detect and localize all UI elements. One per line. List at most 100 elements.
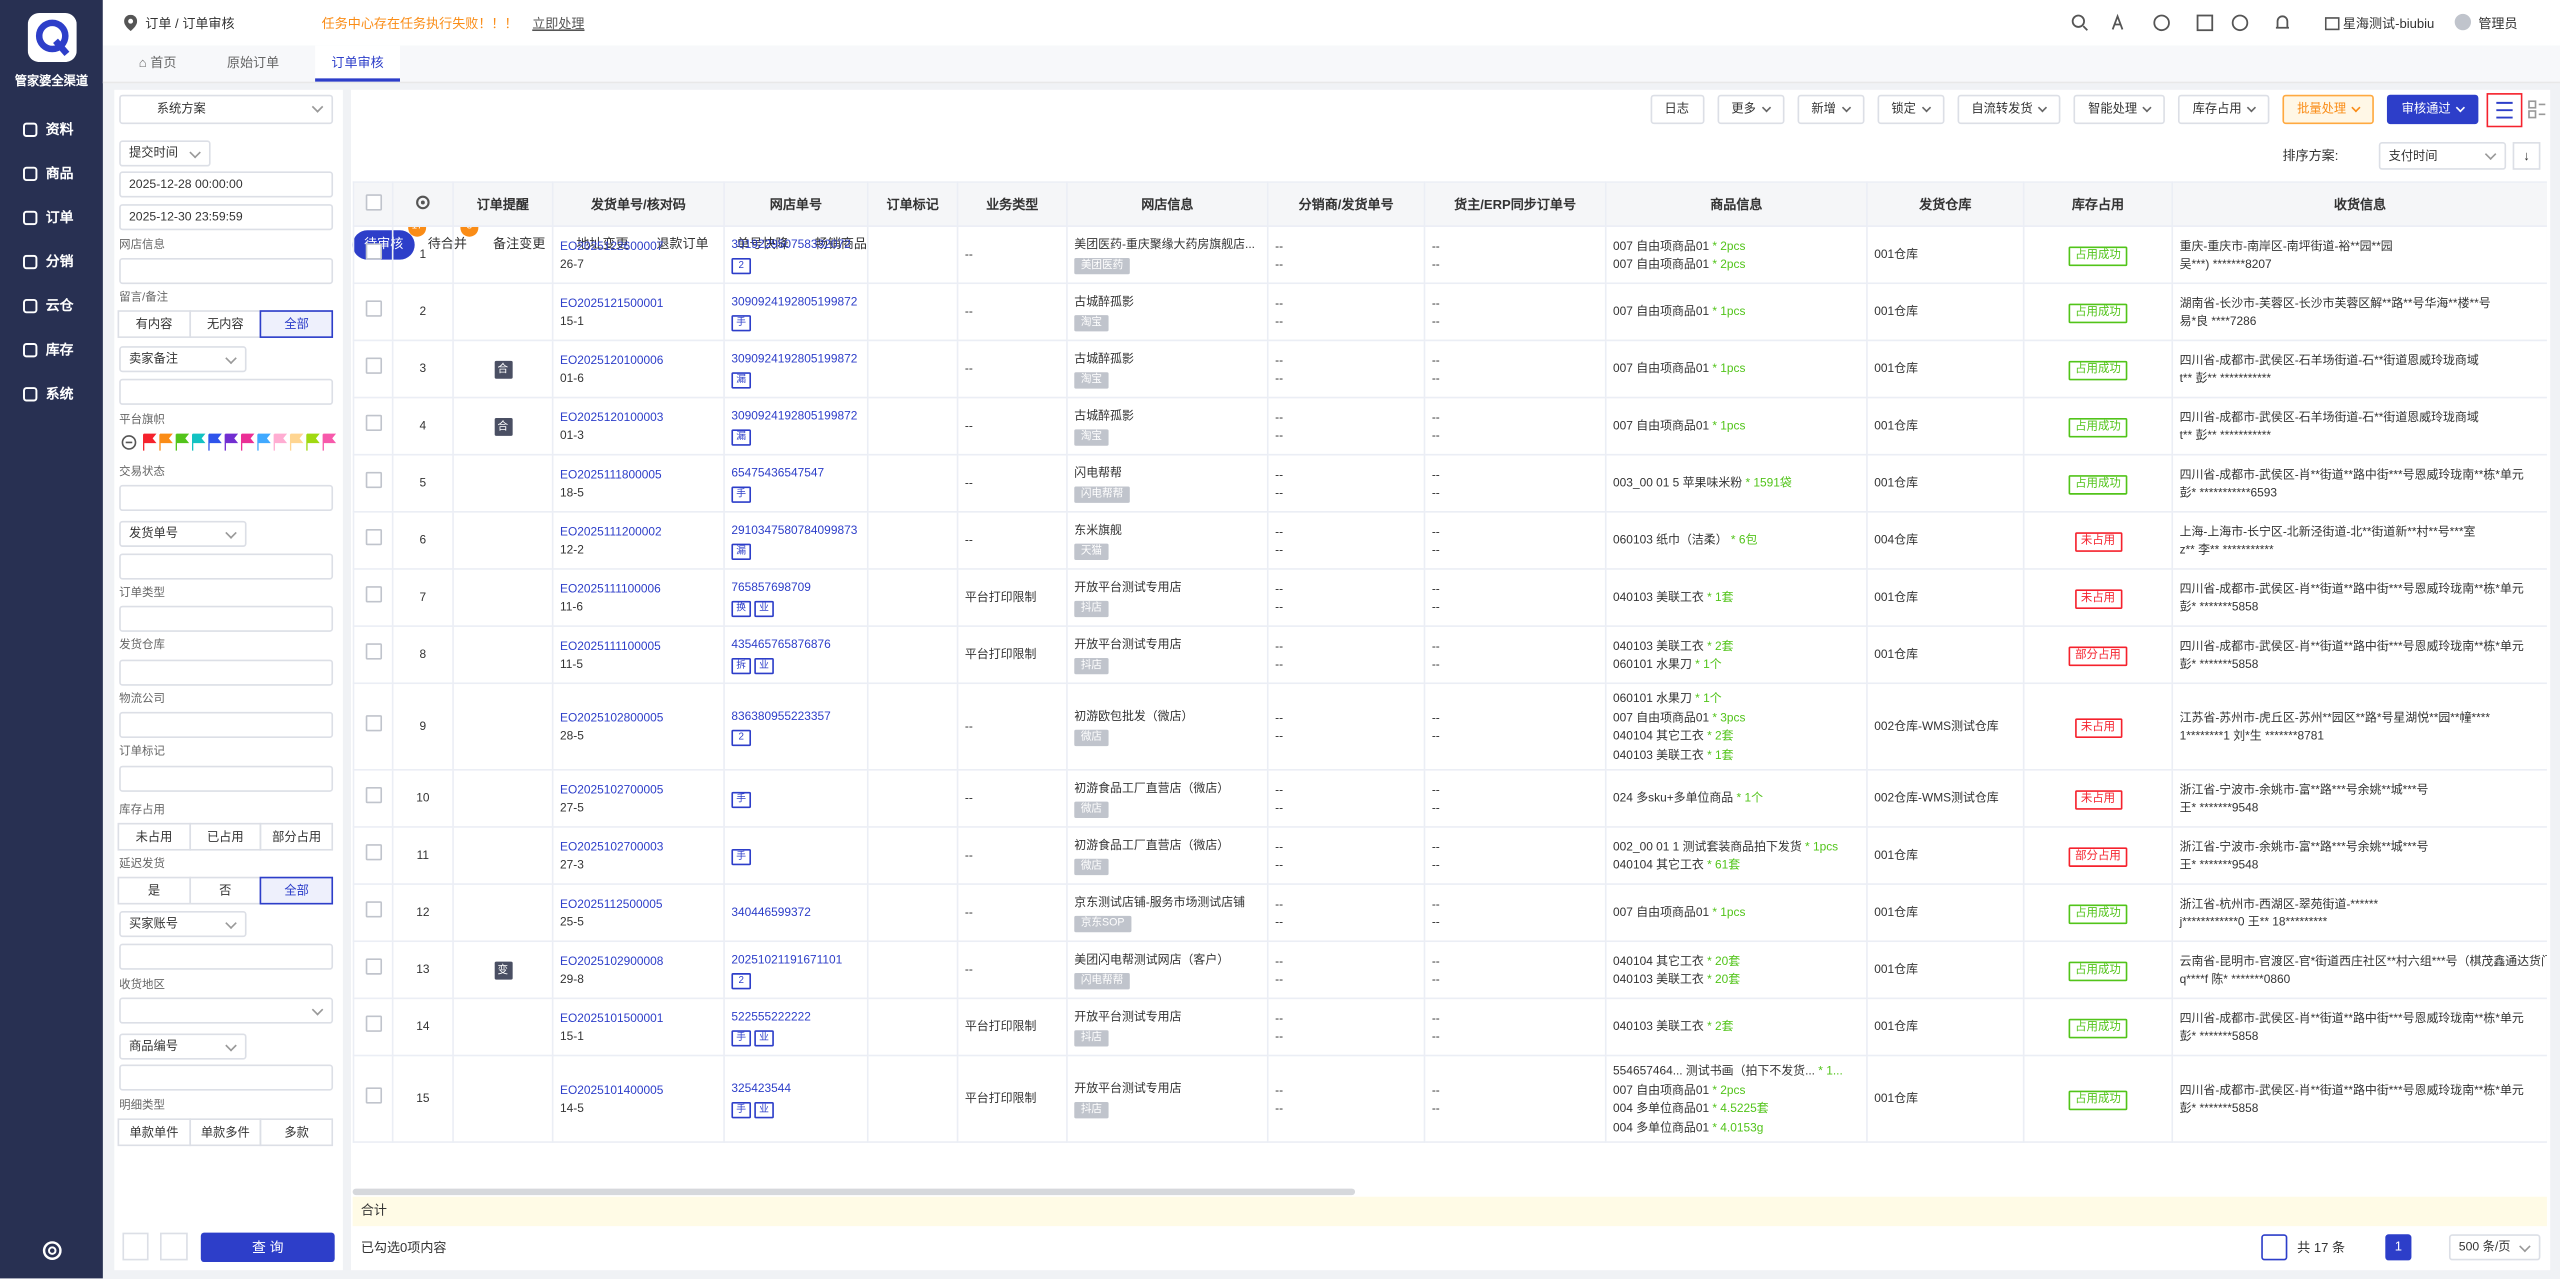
tab[interactable]: ⌂ 首页 — [138, 55, 177, 71]
input[interactable] — [119, 711, 334, 738]
shop-order-no[interactable]: 3090924192805199872 — [731, 408, 858, 424]
order-row[interactable]: 2 EO2025121500001 15-1 3090924192805199872 手… — [352, 282, 2547, 342]
toolbar-button[interactable]: 库存占用 — [2177, 94, 2270, 125]
order-no[interactable]: EO2025102700003 — [560, 838, 664, 854]
order-row[interactable]: 3 合 EO2025120100006 01-6 3090924192805199872… — [352, 339, 2547, 399]
order-row[interactable]: 6 EO2025111200002 12-2 2910347580784099873 漏… — [352, 511, 2547, 570]
input[interactable] — [119, 378, 334, 405]
shop-order-no[interactable]: 65475436547547 — [731, 465, 825, 481]
scheme-select[interactable]: 系统方案 — [119, 94, 334, 125]
header-settings[interactable] — [391, 181, 454, 227]
input[interactable] — [119, 484, 334, 512]
option[interactable]: 单款单件 — [117, 1118, 191, 1147]
menu-item[interactable]: 分销 — [23, 251, 74, 271]
option[interactable]: 是 — [117, 876, 191, 905]
order-row[interactable]: 14 EO2025101500001 15-1 522555222222 手业 平台打印限… — [352, 997, 2547, 1057]
order-row[interactable]: 5 EO2025111800005 18-5 65475436547547 手 -- 闪电帮… — [352, 453, 2547, 513]
option[interactable]: 单款多件 — [188, 1118, 262, 1147]
order-no[interactable]: EO2025111800005 — [560, 466, 662, 481]
list-view-button[interactable] — [2486, 93, 2523, 128]
input[interactable] — [119, 943, 334, 970]
account[interactable]: 星海测试-biubiu — [2342, 16, 2435, 32]
user[interactable]: 管理员 — [2478, 16, 2518, 32]
start-date[interactable]: 2025-12-28 00:00:00 — [119, 171, 334, 198]
page-size-select[interactable]: 500 条/页 — [2448, 1234, 2541, 1261]
order-no[interactable]: EO2025102900008 — [560, 952, 664, 968]
option[interactable]: 部分占用 — [260, 822, 334, 851]
order-no[interactable]: EO2025102800005 — [560, 709, 664, 725]
option[interactable]: 否 — [188, 876, 262, 905]
tab[interactable]: 原始订单 — [226, 55, 280, 71]
order-row[interactable]: 11 EO2025102700003 27-3 手 -- 初游食品工厂直营店（微店） 微店 -… — [352, 826, 2547, 885]
option[interactable]: 全部 — [260, 310, 334, 338]
settings-icon[interactable] — [41, 1239, 64, 1262]
select[interactable]: 发货单号 — [119, 520, 247, 547]
toolbar-button[interactable]: 新增 — [1796, 94, 1864, 125]
order-row[interactable]: 7 EO2025111100006 11-6 765857698709 换业 平台打印限制… — [352, 568, 2547, 627]
row-checkbox[interactable] — [364, 958, 382, 976]
region-select[interactable] — [119, 997, 334, 1024]
row-checkbox[interactable] — [364, 415, 382, 432]
row-checkbox[interactable] — [364, 243, 382, 260]
input[interactable] — [119, 605, 334, 632]
row-checkbox[interactable] — [364, 1087, 382, 1105]
order-row[interactable]: 13 变 EO2025102900008 29-8 20251021191671101 2… — [352, 940, 2547, 1000]
flags[interactable] — [121, 433, 337, 453]
time-type-select[interactable]: 提交时间 — [119, 140, 211, 167]
header-checkbox[interactable] — [352, 181, 394, 227]
shop-order-no[interactable]: 3090924192805199872 — [731, 351, 858, 367]
order-no[interactable]: EO2025101400005 — [560, 1081, 664, 1097]
row-checkbox[interactable] — [364, 643, 382, 660]
row-checkbox[interactable] — [364, 715, 382, 732]
toolbar-button[interactable]: 日志 — [1649, 94, 1704, 125]
page-number[interactable]: 1 — [2385, 1234, 2412, 1261]
order-no[interactable]: EO2025102700005 — [560, 781, 664, 796]
menu-item[interactable]: 系统 — [23, 384, 74, 404]
query-button[interactable]: 查 询 — [200, 1232, 335, 1263]
row-checkbox[interactable] — [364, 901, 382, 918]
input[interactable] — [119, 553, 334, 580]
shop-order-no[interactable]: 2910347580784099873 — [731, 522, 858, 538]
option[interactable]: 有内容 — [117, 310, 191, 338]
select[interactable]: 商品编号 — [119, 1033, 247, 1060]
tab-active[interactable]: 订单审核 — [315, 45, 400, 82]
menu-item[interactable]: 订单 — [23, 207, 74, 227]
option[interactable]: 全部 — [260, 876, 334, 905]
toolbar-button[interactable]: 批量处理 — [2282, 94, 2374, 125]
warning-link[interactable]: 立即处理 — [532, 16, 585, 32]
shop-order-no[interactable]: 20251021191671101 — [731, 952, 843, 967]
sort-direction[interactable]: ↓ — [2512, 142, 2541, 170]
toolbar-button[interactable]: 审核通过 — [2386, 94, 2479, 125]
row-checkbox[interactable] — [364, 844, 382, 861]
shop-order-no[interactable]: 522555222222 — [731, 1009, 811, 1025]
reset-button[interactable] — [160, 1232, 188, 1261]
shop-order-no[interactable]: 301922950758332072 — [731, 237, 851, 252]
option[interactable]: 多款 — [260, 1118, 334, 1147]
order-no[interactable]: EO2025111100005 — [560, 637, 661, 653]
scrollbar[interactable] — [352, 1188, 1356, 1196]
row-checkbox[interactable] — [364, 787, 382, 804]
input[interactable] — [119, 765, 334, 792]
order-row[interactable]: 9 EO2025102800005 28-5 836380955223357 2 -- 初游… — [352, 682, 2547, 771]
shop-order-no[interactable]: 340446599372 — [731, 904, 811, 920]
option[interactable]: 无内容 — [188, 310, 262, 338]
order-no[interactable]: EO2025121500001 — [560, 294, 664, 310]
sort-select[interactable]: 支付时间 — [2378, 142, 2507, 170]
shop-order-no[interactable]: 765857698709 — [731, 580, 811, 595]
row-checkbox[interactable] — [364, 529, 382, 546]
clear-button[interactable] — [122, 1232, 149, 1261]
row-checkbox[interactable] — [364, 1015, 382, 1033]
toolbar-button[interactable]: 更多 — [1716, 94, 1784, 125]
order-no[interactable]: EO2025120100006 — [560, 351, 664, 367]
order-no[interactable]: EO2025112500005 — [560, 895, 663, 911]
card-view-button[interactable] — [2527, 100, 2547, 120]
input[interactable] — [119, 659, 334, 686]
menu-item[interactable]: 库存 — [23, 340, 74, 360]
refresh-button[interactable] — [2261, 1234, 2288, 1261]
order-row[interactable]: 8 EO2025111100005 11-5 435465765876876 拆业 平台打… — [352, 625, 2547, 685]
input[interactable] — [119, 1064, 334, 1091]
end-date[interactable]: 2025-12-30 23:59:59 — [119, 204, 334, 231]
order-row[interactable]: 4 合 EO2025120100003 01-3 3090924192805199872… — [352, 396, 2547, 456]
shop-order-no[interactable]: 3090924192805199872 — [731, 294, 858, 309]
shop-order-no[interactable]: 836380955223357 — [731, 708, 831, 724]
